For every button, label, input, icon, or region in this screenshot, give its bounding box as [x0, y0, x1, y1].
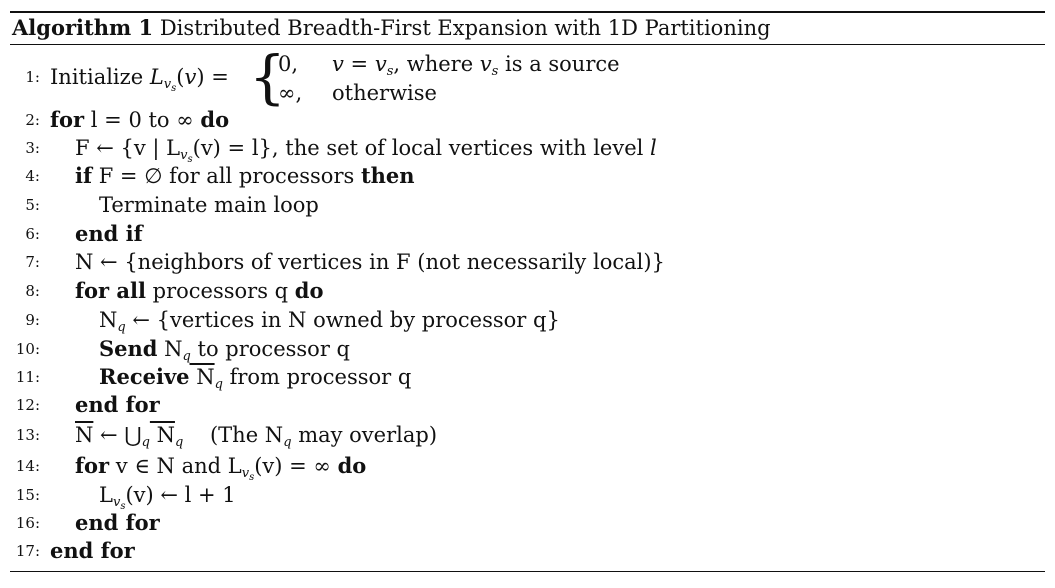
algorithm-line-3: 3: F ← {v | Lvs(v) = l}, the set of loca… [25, 136, 657, 165]
algorithm-line-11: 11: Receive Nq from processor q [15, 364, 412, 392]
algorithm-line-12: 12: end for [15, 392, 160, 417]
top-rule [10, 11, 1045, 13]
initialize-text: Initialize [50, 65, 144, 89]
algorithm-caption: Algorithm 1 Distributed Breadth-First Ex… [12, 14, 1042, 42]
algorithm-title: Distributed Breadth-First Expansion with… [159, 16, 771, 40]
algorithm-line-2: 2: for l = 0 to ∞ do [25, 107, 230, 132]
case-1: 0, [278, 50, 298, 78]
algorithm-line-17: 17: end for [15, 538, 135, 563]
algorithm-line-13: 13: N ← ⋃q Nq (The Nq may overlap) [15, 423, 438, 450]
algorithm-line-9: 9: Nq ← {vertices in N owned by processo… [25, 308, 560, 335]
algorithm-line-1: 1: Initialize Lvs(v) = [0, 63, 1050, 94]
algorithm-line-15: 15: Lvs(v) ← l + 1 [15, 483, 236, 512]
caption-rule [10, 44, 1045, 45]
algorithm-line-6: 6: end if [25, 221, 143, 246]
algorithm-line-8: 8: for all processors q do [25, 278, 324, 303]
case-2-condition: otherwise [332, 81, 437, 105]
algorithm-label: Algorithm 1 [12, 15, 154, 40]
algorithm-line-16: 16: end for [15, 510, 160, 535]
algorithm-line-10: 10: Send Nq to processor q [15, 336, 350, 364]
bottom-rule [10, 571, 1045, 572]
line-number: 1: [25, 68, 40, 86]
case-2: ∞, [278, 79, 302, 107]
case-1-condition: v = vs, where vs is a source [332, 52, 620, 79]
case-2-value: ∞, [278, 81, 303, 105]
algorithm-line-14: 14: for v ∈ N and Lvs(v) = ∞ do [15, 453, 367, 483]
algorithm-line-7: 7: N ← {neighbors of vertices in F (not … [25, 250, 665, 274]
algorithm-line-4: 4: if F = ∅ for all processors then [25, 163, 415, 188]
algorithm-line-5: 5: Terminate main loop [25, 193, 319, 217]
case-1-value: 0, [278, 52, 299, 76]
cases-brace: { [249, 43, 286, 111]
